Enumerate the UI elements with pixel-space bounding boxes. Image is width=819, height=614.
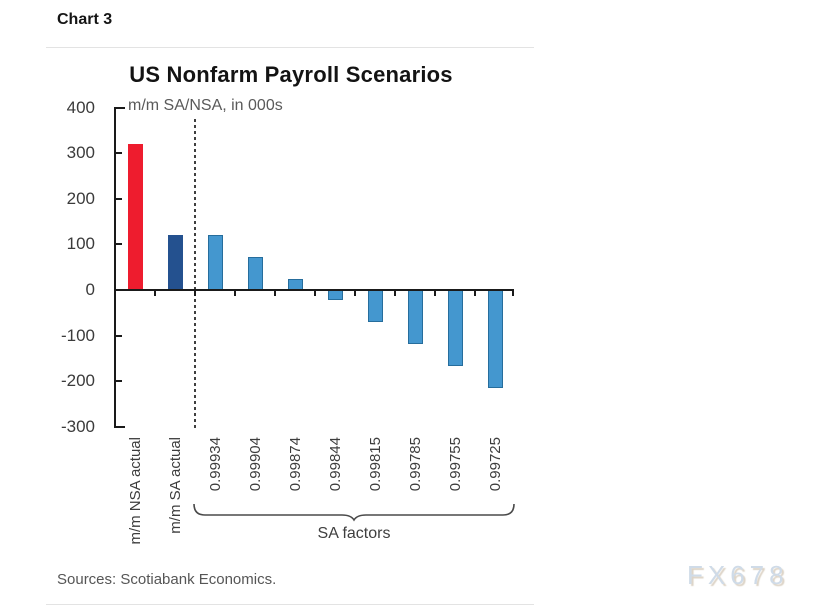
bar-0-99755	[447, 290, 463, 367]
x-tick	[314, 291, 316, 296]
y-axis-line	[114, 107, 116, 428]
bar-0-99844	[327, 290, 343, 301]
x-tick	[394, 291, 396, 296]
x-tick-label-0-99725: 0.99725	[486, 437, 504, 492]
bar-0-99785	[407, 290, 423, 345]
x-tick	[474, 291, 476, 296]
y-tick-label: -200	[60, 371, 95, 391]
x-tick	[154, 291, 156, 296]
x-tick-label-m-m-sa-actual: m/m SA actual	[166, 437, 184, 534]
y-tick	[114, 380, 122, 383]
bar-0-99725	[487, 290, 503, 388]
bottom-divider	[46, 604, 534, 605]
watermark: FX678	[687, 560, 789, 590]
x-tick-label-m-m-nsa-actual: m/m NSA actual	[126, 437, 144, 545]
y-tick-label: -300	[60, 416, 95, 436]
sa-factors-group-label: SA factors	[317, 525, 391, 542]
x-axis-line	[114, 289, 514, 291]
y-tick-label: -100	[60, 325, 95, 345]
y-tick-label: 100	[66, 234, 95, 254]
y-tick	[114, 425, 125, 428]
x-tick-label-0-99934: 0.99934	[206, 437, 224, 492]
x-tick	[274, 291, 276, 296]
y-tick-label: 0	[85, 280, 95, 299]
source-note: Sources: Scotiabank Economics.	[57, 571, 277, 588]
y-tick-label: 300	[66, 143, 95, 163]
y-tick	[114, 197, 122, 200]
y-tick-label: 200	[66, 188, 95, 208]
bar-0-99934	[207, 235, 223, 290]
x-tick	[434, 291, 436, 296]
bar-m-m-nsa-actual	[127, 144, 143, 290]
top-divider	[46, 47, 534, 48]
bar-m-m-sa-actual	[167, 235, 183, 290]
chart-subtitle: m/m SA/NSA, in 000s	[128, 97, 283, 114]
bar-0-99904	[247, 257, 263, 290]
scenario-divider-line	[193, 119, 196, 428]
page-title: Chart 3	[57, 11, 113, 28]
y-tick	[114, 152, 122, 155]
y-tick	[114, 243, 122, 246]
chart-title: US Nonfarm Payroll Scenarios	[129, 62, 453, 87]
x-tick	[512, 291, 514, 296]
bar-0-99815	[367, 290, 383, 323]
y-tick	[114, 334, 122, 337]
x-tick	[354, 291, 356, 296]
x-tick	[194, 291, 196, 296]
sa-factors-brace	[193, 503, 515, 522]
x-tick	[234, 291, 236, 296]
y-tick-label: 400	[66, 97, 95, 117]
y-tick	[114, 106, 125, 109]
